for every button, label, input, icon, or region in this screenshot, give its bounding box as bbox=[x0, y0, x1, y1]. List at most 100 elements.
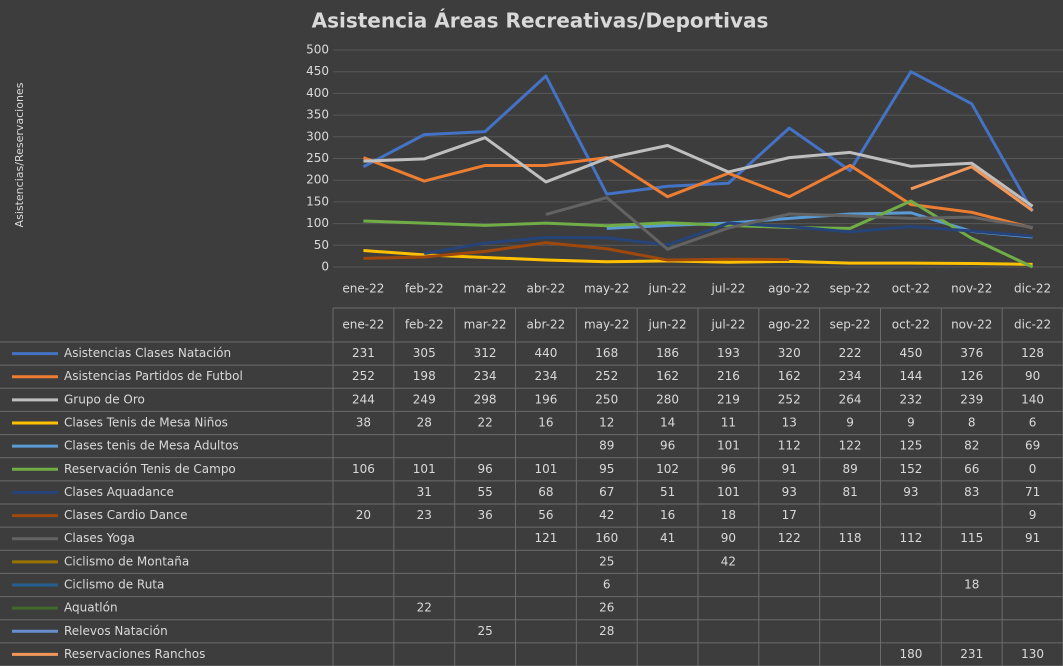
table-cell: 232 bbox=[899, 392, 922, 406]
x-tick-label: nov-22 bbox=[951, 282, 992, 296]
table-cell: 16 bbox=[538, 416, 553, 430]
table-header: feb-22 bbox=[405, 318, 444, 332]
table-cell: 160 bbox=[595, 531, 618, 545]
table-header: ago-22 bbox=[768, 318, 810, 332]
table-cell: 101 bbox=[717, 439, 740, 453]
table-header: ene-22 bbox=[342, 318, 384, 332]
legend-label: Clases tenis de Mesa Adultos bbox=[64, 439, 239, 453]
table-cell: 234 bbox=[474, 369, 497, 383]
table-cell: 144 bbox=[899, 369, 922, 383]
table-cell: 51 bbox=[660, 485, 675, 499]
legend-label: Reservaciones Ranchos bbox=[64, 647, 205, 661]
x-tick-label: ago-22 bbox=[768, 282, 810, 296]
table-cell: 90 bbox=[721, 531, 736, 545]
table-cell: 12 bbox=[599, 416, 614, 430]
table-cell: 216 bbox=[717, 369, 740, 383]
series-line bbox=[910, 165, 1034, 212]
table-cell: 106 bbox=[352, 462, 375, 476]
y-axis-label: Asistencias/Reservaciones bbox=[13, 82, 26, 227]
table-header: may-22 bbox=[584, 318, 630, 332]
table-cell: 91 bbox=[782, 462, 797, 476]
table-cell: 96 bbox=[660, 439, 675, 453]
table-cell: 222 bbox=[839, 346, 862, 360]
y-tick-label: 300 bbox=[306, 129, 329, 143]
table-cell: 101 bbox=[717, 485, 740, 499]
table-cell: 312 bbox=[474, 346, 497, 360]
table-cell: 252 bbox=[778, 392, 801, 406]
table-cell: 81 bbox=[842, 485, 857, 499]
legend-label: Reservación Tenis de Campo bbox=[64, 462, 236, 476]
table-cell: 112 bbox=[778, 439, 801, 453]
table-cell: 231 bbox=[352, 346, 375, 360]
legend-label: Ciclismo de Montaña bbox=[64, 554, 189, 568]
table-cell: 18 bbox=[721, 508, 736, 522]
table-cell: 122 bbox=[839, 439, 862, 453]
y-tick-label: 150 bbox=[306, 194, 329, 208]
table-cell: 122 bbox=[778, 531, 801, 545]
table-cell: 376 bbox=[960, 346, 983, 360]
x-tick-label: ene-22 bbox=[342, 282, 384, 296]
table-cell: 68 bbox=[538, 485, 553, 499]
table-cell: 42 bbox=[599, 508, 614, 522]
table-cell: 101 bbox=[534, 462, 557, 476]
legend-label: Relevos Natación bbox=[64, 624, 168, 638]
table-cell: 234 bbox=[839, 369, 862, 383]
table-cell: 55 bbox=[477, 485, 492, 499]
table-cell: 67 bbox=[599, 485, 614, 499]
legend-label: Clases Aquadance bbox=[64, 485, 174, 499]
table-cell: 126 bbox=[960, 369, 983, 383]
table-cell: 11 bbox=[721, 416, 736, 430]
table-cell: 25 bbox=[477, 624, 492, 638]
series-line bbox=[423, 221, 1033, 256]
table-cell: 320 bbox=[778, 346, 801, 360]
series-line bbox=[363, 136, 1034, 208]
table-cell: 93 bbox=[903, 485, 918, 499]
chart-title: Asistencia Áreas Recreativas/Deportivas bbox=[312, 9, 769, 33]
x-tick-label: dic-22 bbox=[1014, 282, 1051, 296]
table-cell: 198 bbox=[413, 369, 436, 383]
table-cell: 0 bbox=[1029, 462, 1037, 476]
series-line bbox=[363, 199, 1034, 269]
table-cell: 8 bbox=[968, 416, 976, 430]
table-cell: 244 bbox=[352, 392, 375, 406]
table-cell: 6 bbox=[1029, 416, 1037, 430]
table-cell: 96 bbox=[477, 462, 492, 476]
table-cell: 69 bbox=[1025, 439, 1040, 453]
table-cell: 22 bbox=[417, 601, 432, 615]
y-tick-label: 450 bbox=[306, 64, 329, 78]
table-cell: 101 bbox=[413, 462, 436, 476]
x-tick-label: oct-22 bbox=[892, 282, 930, 296]
table-cell: 41 bbox=[660, 531, 675, 545]
table-cell: 115 bbox=[960, 531, 983, 545]
legend-label: Clases Tenis de Mesa Niños bbox=[64, 416, 228, 430]
table-cell: 128 bbox=[1021, 346, 1044, 360]
y-tick-label: 50 bbox=[314, 238, 329, 252]
series-line bbox=[545, 196, 1033, 251]
y-tick-label: 200 bbox=[306, 173, 329, 187]
table-cell: 18 bbox=[964, 578, 979, 592]
table-cell: 121 bbox=[534, 531, 557, 545]
legend-label: Ciclismo de Ruta bbox=[64, 578, 164, 592]
table-cell: 17 bbox=[782, 508, 797, 522]
table-cell: 239 bbox=[960, 392, 983, 406]
table-cell: 9 bbox=[907, 416, 915, 430]
y-tick-label: 250 bbox=[306, 151, 329, 165]
table-cell: 219 bbox=[717, 392, 740, 406]
table-header: mar-22 bbox=[464, 318, 507, 332]
table-header: sep-22 bbox=[830, 318, 871, 332]
table-header: abr-22 bbox=[527, 318, 566, 332]
table-header: nov-22 bbox=[951, 318, 992, 332]
legend-label: Clases Yoga bbox=[64, 531, 135, 545]
table-cell: 22 bbox=[477, 416, 492, 430]
x-tick-label: may-22 bbox=[584, 282, 630, 296]
table-cell: 196 bbox=[534, 392, 557, 406]
x-tick-label: feb-22 bbox=[405, 282, 444, 296]
table-cell: 125 bbox=[899, 439, 922, 453]
table-cell: 264 bbox=[839, 392, 862, 406]
table-cell: 25 bbox=[599, 554, 614, 568]
table-cell: 95 bbox=[599, 462, 614, 476]
table-header: dic-22 bbox=[1014, 318, 1051, 332]
table-cell: 66 bbox=[964, 462, 979, 476]
table-cell: 180 bbox=[899, 647, 922, 661]
